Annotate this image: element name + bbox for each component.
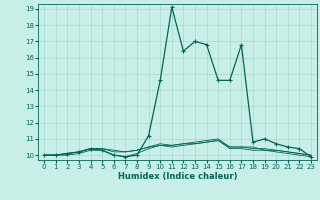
X-axis label: Humidex (Indice chaleur): Humidex (Indice chaleur): [118, 172, 237, 181]
